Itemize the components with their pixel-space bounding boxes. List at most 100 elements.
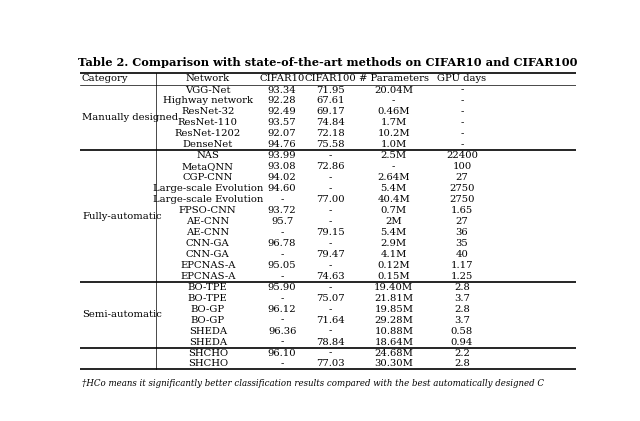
Text: -: - [280, 250, 284, 259]
Text: AE-CNN: AE-CNN [186, 217, 229, 226]
Text: 93.72: 93.72 [268, 206, 296, 215]
Text: CIFAR10: CIFAR10 [259, 75, 305, 83]
Text: 79.15: 79.15 [316, 228, 345, 237]
Text: AE-CNN: AE-CNN [186, 228, 229, 237]
Text: 74.84: 74.84 [316, 118, 345, 128]
Text: 95.7: 95.7 [271, 217, 293, 226]
Text: CNN-GA: CNN-GA [186, 250, 230, 259]
Text: 3.7: 3.7 [454, 294, 470, 303]
Text: -: - [280, 195, 284, 204]
Text: 0.58: 0.58 [451, 327, 473, 336]
Text: 1.25: 1.25 [451, 272, 473, 281]
Text: 96.78: 96.78 [268, 239, 296, 248]
Text: 72.86: 72.86 [316, 162, 345, 171]
Text: -: - [280, 272, 284, 281]
Text: ResNet-110: ResNet-110 [178, 118, 237, 128]
Text: 27: 27 [456, 173, 468, 182]
Text: 19.85M: 19.85M [374, 305, 413, 314]
Text: Table 2. Comparison with state-of-the-art methods on CIFAR10 and CIFAR100: Table 2. Comparison with state-of-the-ar… [78, 57, 578, 68]
Text: 10.88M: 10.88M [374, 327, 413, 336]
Text: 18.64M: 18.64M [374, 338, 413, 346]
Text: †HCo means it significantly better classification results compared with the best: †HCo means it significantly better class… [83, 379, 545, 388]
Text: 0.94: 0.94 [451, 338, 473, 346]
Text: 36: 36 [456, 228, 468, 237]
Text: -: - [460, 107, 463, 117]
Text: 69.17: 69.17 [316, 107, 345, 117]
Text: -: - [329, 239, 332, 248]
Text: 35: 35 [456, 239, 468, 248]
Text: 71.95: 71.95 [316, 85, 345, 95]
Text: 71.64: 71.64 [316, 316, 345, 325]
Text: 3.7: 3.7 [454, 316, 470, 325]
Text: -: - [392, 96, 396, 106]
Text: 93.57: 93.57 [268, 118, 296, 128]
Text: -: - [329, 206, 332, 215]
Text: 67.61: 67.61 [316, 96, 345, 106]
Text: 77.00: 77.00 [316, 195, 345, 204]
Text: Semi-automatic: Semi-automatic [82, 310, 162, 319]
Text: 96.12: 96.12 [268, 305, 296, 314]
Text: BO-TPE: BO-TPE [188, 283, 228, 292]
Text: 0.12M: 0.12M [378, 261, 410, 270]
Text: 94.02: 94.02 [268, 173, 296, 182]
Text: 93.99: 93.99 [268, 151, 296, 160]
Text: -: - [329, 173, 332, 182]
Text: -: - [329, 217, 332, 226]
Text: 1.7M: 1.7M [381, 118, 407, 128]
Text: -: - [329, 184, 332, 193]
Text: 74.63: 74.63 [316, 272, 345, 281]
Text: 92.28: 92.28 [268, 96, 296, 106]
Text: GPU days: GPU days [437, 75, 486, 83]
Text: 96.10: 96.10 [268, 349, 296, 357]
Text: 24.68M: 24.68M [374, 349, 413, 357]
Text: 22400: 22400 [446, 151, 478, 160]
Text: -: - [329, 305, 332, 314]
Text: Large-scale Evolution: Large-scale Evolution [152, 184, 263, 193]
Text: 30.30M: 30.30M [374, 360, 413, 368]
Text: VGG-Net: VGG-Net [185, 85, 230, 95]
Text: EPCNAS-A: EPCNAS-A [180, 272, 236, 281]
Text: CIFAR100: CIFAR100 [305, 75, 356, 83]
Text: Manually designed: Manually designed [82, 113, 178, 122]
Text: 5.4M: 5.4M [381, 228, 407, 237]
Text: 2.8: 2.8 [454, 360, 470, 368]
Text: Highway network: Highway network [163, 96, 253, 106]
Text: 0.15M: 0.15M [378, 272, 410, 281]
Text: -: - [329, 261, 332, 270]
Text: 40: 40 [456, 250, 468, 259]
Text: BO-TPE: BO-TPE [188, 294, 228, 303]
Text: 0.46M: 0.46M [378, 107, 410, 117]
Text: 2.64M: 2.64M [378, 173, 410, 182]
Text: 75.58: 75.58 [316, 140, 345, 149]
Text: -: - [280, 228, 284, 237]
Text: SHEDA: SHEDA [189, 338, 227, 346]
Text: -: - [460, 140, 463, 149]
Text: 19.40M: 19.40M [374, 283, 413, 292]
Text: SHCHO: SHCHO [188, 349, 228, 357]
Text: 20.04M: 20.04M [374, 85, 413, 95]
Text: -: - [280, 316, 284, 325]
Text: BO-GP: BO-GP [191, 305, 225, 314]
Text: 4.1M: 4.1M [381, 250, 407, 259]
Text: 93.08: 93.08 [268, 162, 296, 171]
Text: 2750: 2750 [449, 184, 475, 193]
Text: 93.34: 93.34 [268, 85, 296, 95]
Text: Fully-automatic: Fully-automatic [82, 211, 162, 221]
Text: 1.0M: 1.0M [381, 140, 407, 149]
Text: 10.2M: 10.2M [378, 129, 410, 139]
Text: 77.03: 77.03 [316, 360, 345, 368]
Text: 95.90: 95.90 [268, 283, 296, 292]
Text: 100: 100 [452, 162, 472, 171]
Text: # Parameters: # Parameters [359, 75, 429, 83]
Text: 94.60: 94.60 [268, 184, 296, 193]
Text: -: - [460, 129, 463, 139]
Text: -: - [460, 96, 463, 106]
Text: -: - [460, 85, 463, 95]
Text: 2.8: 2.8 [454, 305, 470, 314]
Text: 5.4M: 5.4M [381, 184, 407, 193]
Text: EPCNAS-A: EPCNAS-A [180, 261, 236, 270]
Text: 29.28M: 29.28M [374, 316, 413, 325]
Text: -: - [280, 294, 284, 303]
Text: ResNet-1202: ResNet-1202 [175, 129, 241, 139]
Text: -: - [329, 151, 332, 160]
